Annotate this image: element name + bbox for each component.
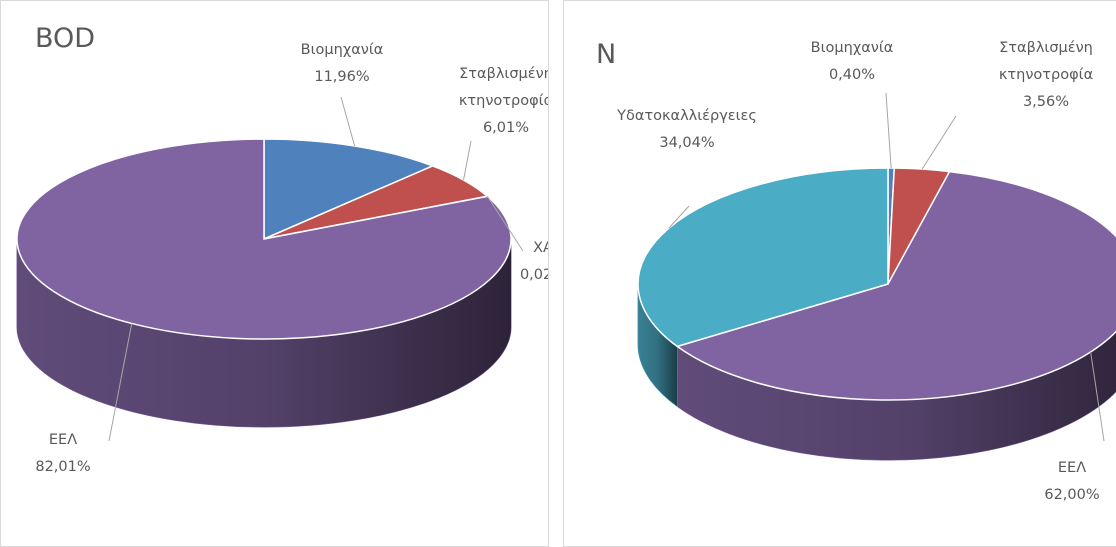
data-label-name: Βιομηχανία (300, 42, 384, 58)
chart-title: N (596, 39, 617, 70)
data-label-name: ΕΕΛ (1057, 460, 1087, 476)
leader-line (668, 205, 690, 229)
data-label: ΕΕΛ 82,01% (18, 427, 108, 481)
data-label: ΧΑ 0,02% (513, 235, 548, 289)
data-label-value: 3,56% (1022, 94, 1070, 110)
data-label-value: 82,01% (35, 459, 91, 475)
slice-shade (638, 284, 678, 407)
data-label-value: 11,96% (314, 69, 370, 85)
data-label-value: 62,00% (1044, 487, 1100, 503)
chart-panel: BOD Βιομηχανία 11,96% Σταβλισμένη κτηνοτροφ… (0, 0, 549, 547)
leader-line (885, 92, 892, 169)
data-label: ΕΕΛ 62,00% (1027, 455, 1116, 509)
data-label: Σταβλισμένη κτηνοτροφία 6,01% (456, 61, 549, 142)
data-label-name: Υδατοκαλλιέργειες (617, 108, 757, 124)
data-label: Βιομηχανία 0,40% (787, 35, 917, 89)
chart-panel: N Βιομηχανία 0,40% Σταβλισμένη κτηνοτροφία 3… (563, 0, 1116, 547)
data-label: Υδατοκαλλιέργειες 34,04% (597, 103, 777, 157)
leader-line (1090, 351, 1105, 442)
data-label-value: 34,04% (659, 135, 715, 151)
slice-shade (677, 331, 1116, 460)
data-label: Σταβλισμένη κτηνοτροφία 3,56% (981, 35, 1111, 116)
pie-chart (16, 96, 524, 442)
data-label-value: 6,01% (482, 120, 530, 136)
pie-chart (637, 92, 1116, 461)
data-label-name: ΧΑ (533, 240, 548, 256)
leader-line (108, 323, 133, 442)
data-label-value: 0,02% (519, 267, 548, 283)
leader-line (921, 115, 957, 170)
data-label-name: Σταβλισμένη κτηνοτροφία (998, 40, 1094, 83)
data-label: Βιομηχανία 11,96% (277, 37, 407, 91)
slice-shade (17, 239, 511, 427)
leader-line (486, 196, 524, 252)
chart-title: BOD (35, 23, 96, 54)
data-label-name: ΕΕΛ (48, 432, 78, 448)
slice (263, 138, 435, 241)
leader-line (340, 96, 356, 147)
data-label-value: 0,40% (828, 67, 876, 83)
data-label-name: Βιομηχανία (810, 40, 894, 56)
data-label-name: Σταβλισμένη κτηνοτροφία (458, 66, 549, 109)
leader-line (463, 140, 472, 181)
slice (675, 170, 1116, 401)
